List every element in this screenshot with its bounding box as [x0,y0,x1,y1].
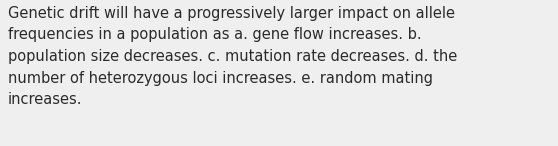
Text: Genetic drift will have a progressively larger impact on allele
frequencies in a: Genetic drift will have a progressively … [8,6,457,107]
